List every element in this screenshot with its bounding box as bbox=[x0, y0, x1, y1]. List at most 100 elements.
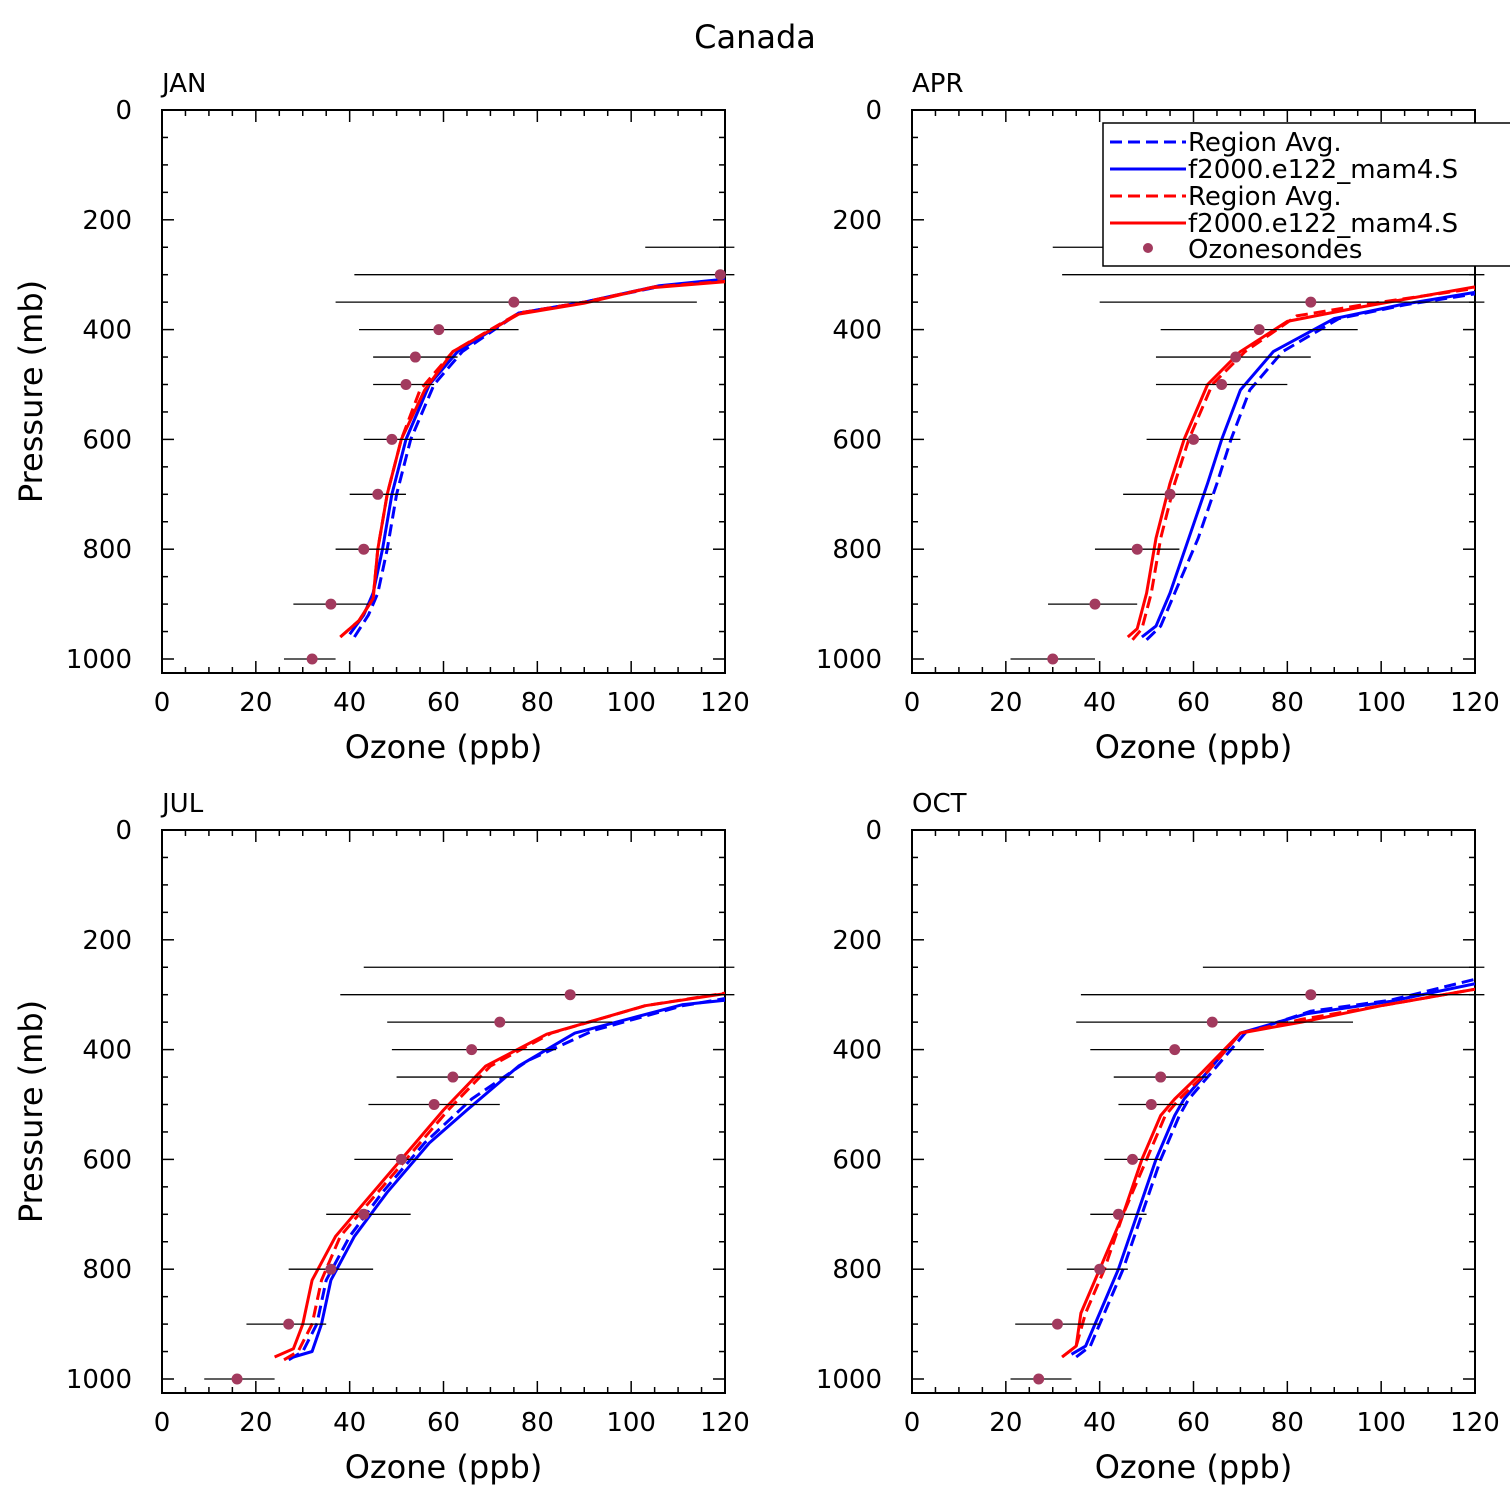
y-tick-label: 1000 bbox=[66, 1365, 132, 1395]
x-tick-label: 120 bbox=[1450, 688, 1500, 718]
sonde-marker bbox=[386, 433, 398, 445]
y-axis-label: Pressure (mb) bbox=[12, 280, 50, 503]
y-tick-label: 800 bbox=[832, 535, 882, 565]
x-tick-label: 80 bbox=[521, 1408, 554, 1438]
y-axis-label: Pressure (mb) bbox=[12, 1000, 50, 1223]
x-tick-label: 120 bbox=[700, 1408, 750, 1438]
y-tick-label: 400 bbox=[82, 1036, 132, 1066]
sonde-marker bbox=[494, 1016, 506, 1028]
y-tick-label: 1000 bbox=[816, 645, 882, 675]
x-axis-label: Ozone (ppb) bbox=[345, 728, 543, 766]
y-tick-label: 400 bbox=[82, 316, 132, 346]
sonde-marker bbox=[447, 1071, 459, 1083]
legend-label: f2000.e122_mam4.S bbox=[1188, 209, 1458, 239]
sonde-marker bbox=[433, 324, 445, 336]
sonde-marker bbox=[1089, 598, 1101, 610]
plot-data bbox=[1126, 285, 1475, 641]
x-tick-label: 120 bbox=[700, 688, 750, 718]
sonde-marker bbox=[1145, 1099, 1157, 1110]
y-tick-label: 200 bbox=[832, 206, 882, 236]
y-tick-label: 1000 bbox=[816, 1365, 882, 1395]
series-line bbox=[1070, 982, 1475, 1356]
series-line bbox=[1061, 987, 1475, 1359]
sonde-marker bbox=[1169, 1044, 1181, 1056]
x-axis-label: Ozone (ppb) bbox=[1095, 1448, 1293, 1486]
x-tick-label: 0 bbox=[904, 1408, 921, 1438]
sonde-marker bbox=[283, 1318, 295, 1330]
sonde-marker bbox=[1033, 1373, 1045, 1385]
legend-label: Region Avg. bbox=[1188, 182, 1342, 212]
x-tick-label: 80 bbox=[521, 688, 554, 718]
x-tick-label: 20 bbox=[239, 1408, 272, 1438]
x-tick-label: 100 bbox=[1356, 688, 1406, 718]
sonde-marker bbox=[1094, 1263, 1106, 1275]
sonde-marker bbox=[1216, 379, 1228, 390]
sonde-marker bbox=[1305, 296, 1317, 308]
series-line bbox=[353, 278, 725, 638]
y-tick-label: 600 bbox=[832, 425, 882, 455]
y-tick-label: 600 bbox=[832, 1145, 882, 1175]
x-tick-label: 100 bbox=[1356, 1408, 1406, 1438]
x-tick-label: 100 bbox=[606, 688, 656, 718]
y-tick-label: 200 bbox=[832, 926, 882, 956]
series-line bbox=[339, 280, 725, 639]
x-tick-label: 60 bbox=[427, 688, 460, 718]
x-axis-label: Ozone (ppb) bbox=[345, 1448, 543, 1486]
y-tick-label: 400 bbox=[832, 316, 882, 346]
y-tick-label: 400 bbox=[832, 1036, 882, 1066]
panel-oct: 0 20 40 60 80 100 120 0 200 400 600 800 1000 OCT Ozone… bbox=[816, 789, 1500, 1486]
sonde-marker bbox=[1206, 1016, 1218, 1028]
x-tick-label: 120 bbox=[1450, 1408, 1500, 1438]
panel-title: OCT bbox=[912, 789, 967, 819]
sonde-marker bbox=[358, 1208, 370, 1220]
legend: Region Avg. f2000.e122_mam4.S Region Avg… bbox=[1102, 122, 1510, 267]
sonde-marker bbox=[1047, 653, 1059, 665]
sonde-marker bbox=[306, 653, 318, 665]
panel-title: APR bbox=[912, 69, 964, 99]
sonde-marker bbox=[395, 1153, 407, 1165]
figure-title: Canada bbox=[694, 18, 816, 56]
sonde-marker bbox=[564, 989, 576, 1001]
sonde-marker bbox=[325, 598, 337, 610]
y-tick-label: 200 bbox=[82, 926, 132, 956]
series-line bbox=[1075, 977, 1475, 1359]
panel-jan: 0 20 40 60 80 100 120 0 200 400 600 800 1000 JAN Ozone… bbox=[12, 69, 750, 766]
legend-entry: Region Avg. bbox=[1110, 128, 1342, 158]
sonde-marker bbox=[714, 269, 726, 281]
sonde-marker bbox=[231, 1373, 243, 1385]
y-tick-label: 0 bbox=[115, 816, 132, 846]
x-tick-label: 20 bbox=[239, 688, 272, 718]
plot-data bbox=[274, 991, 725, 1362]
sonde-marker bbox=[428, 1099, 440, 1110]
sonde-marker bbox=[358, 543, 370, 555]
x-tick-label: 40 bbox=[1083, 688, 1116, 718]
legend-label: Region Avg. bbox=[1188, 128, 1342, 158]
sonde-marker bbox=[1112, 1208, 1124, 1220]
sonde-marker bbox=[1253, 324, 1265, 336]
x-tick-label: 20 bbox=[989, 1408, 1022, 1438]
sonde-marker bbox=[1305, 989, 1317, 1001]
y-tick-label: 600 bbox=[82, 1145, 132, 1175]
legend-entry: Ozonesondes bbox=[1143, 235, 1362, 265]
sonde-marker bbox=[372, 488, 384, 500]
plot-frame bbox=[161, 109, 726, 674]
x-tick-label: 60 bbox=[1177, 1408, 1210, 1438]
sonde-marker bbox=[466, 1044, 478, 1056]
series-line bbox=[1140, 290, 1475, 639]
sonde-marker bbox=[1230, 351, 1242, 363]
sonde-marker bbox=[1188, 433, 1199, 445]
panel-title: JUL bbox=[160, 789, 204, 819]
y-tick-label: 0 bbox=[865, 816, 882, 846]
x-axis-label: Ozone (ppb) bbox=[1095, 728, 1293, 766]
x-tick-label: 0 bbox=[154, 1408, 171, 1438]
x-tick-label: 80 bbox=[1271, 688, 1304, 718]
legend-label: Ozonesondes bbox=[1188, 235, 1362, 265]
y-tick-label: 0 bbox=[115, 96, 132, 126]
x-tick-label: 40 bbox=[333, 688, 366, 718]
y-tick-label: 0 bbox=[865, 96, 882, 126]
y-tick-label: 600 bbox=[82, 425, 132, 455]
series-line bbox=[274, 992, 725, 1359]
x-tick-label: 40 bbox=[1083, 1408, 1116, 1438]
x-tick-label: 0 bbox=[154, 688, 171, 718]
x-tick-label: 40 bbox=[333, 1408, 366, 1438]
